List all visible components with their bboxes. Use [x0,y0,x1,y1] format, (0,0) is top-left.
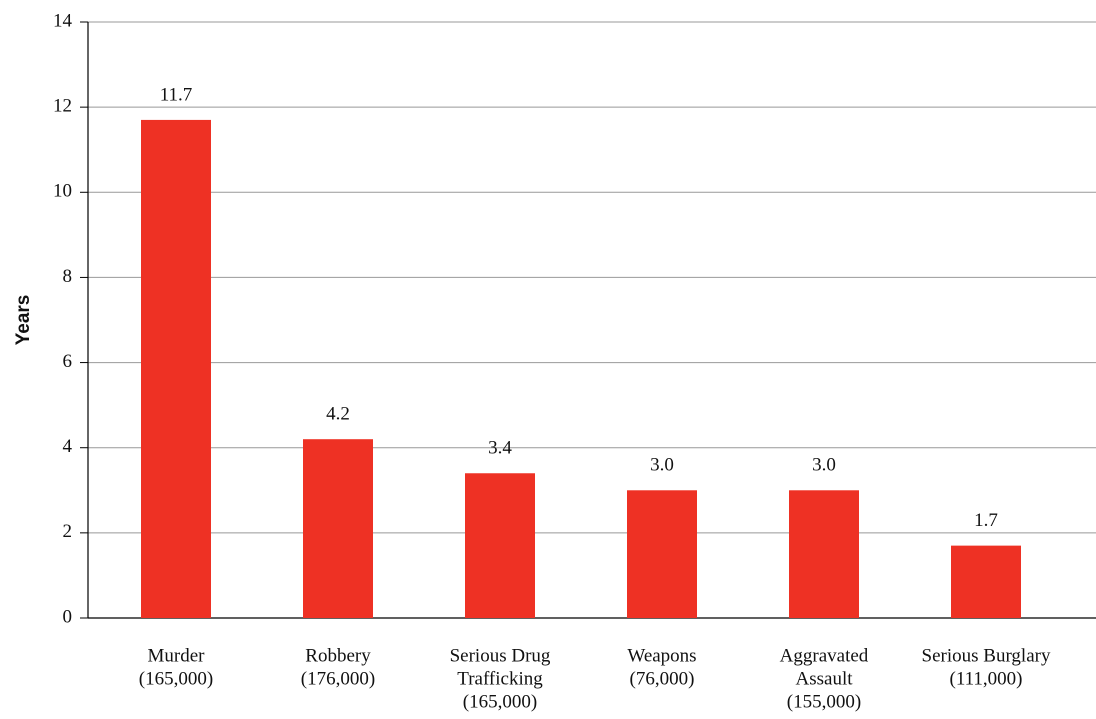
value-label: 11.7 [160,84,193,105]
x-tick-label: Weapons [627,645,696,666]
x-tick-label: (111,000) [950,668,1023,689]
bar [951,545,1021,618]
x-tick-label: Murder [148,645,206,666]
y-tick-label: 2 [63,521,73,542]
y-tick-label: 6 [63,351,73,372]
x-tick-label: Serious Burglary [922,645,1051,666]
bar [303,439,373,618]
bar [627,490,697,618]
x-tick-label: (176,000) [301,668,375,689]
y-tick-label: 10 [53,181,72,202]
x-tick-label: Aggravated [780,645,869,666]
bar [141,119,211,619]
x-tick-label: (76,000) [630,668,695,689]
value-label: 3.0 [812,455,836,476]
x-tick-label: (165,000) [139,668,213,689]
bar [465,473,535,618]
y-tick-label: 8 [63,266,73,287]
value-label: 3.4 [488,438,512,459]
value-label: 1.7 [974,510,998,531]
value-label: 3.0 [650,455,674,476]
x-tick-label: Trafficking [457,668,543,689]
y-tick-label: 4 [63,436,73,457]
bar [789,490,859,618]
y-tick-label: 12 [53,96,72,117]
x-tick-label: Serious Drug [450,645,551,666]
x-tick-label: (155,000) [787,691,861,712]
value-label: 4.2 [326,404,350,425]
x-tick-label: (165,000) [463,691,537,712]
y-tick-label: 0 [63,606,73,627]
y-axis-label: Years [13,295,34,346]
x-tick-label: Robbery [305,645,371,666]
y-tick-label: 14 [53,10,73,31]
x-tick-label: Assault [796,668,854,689]
